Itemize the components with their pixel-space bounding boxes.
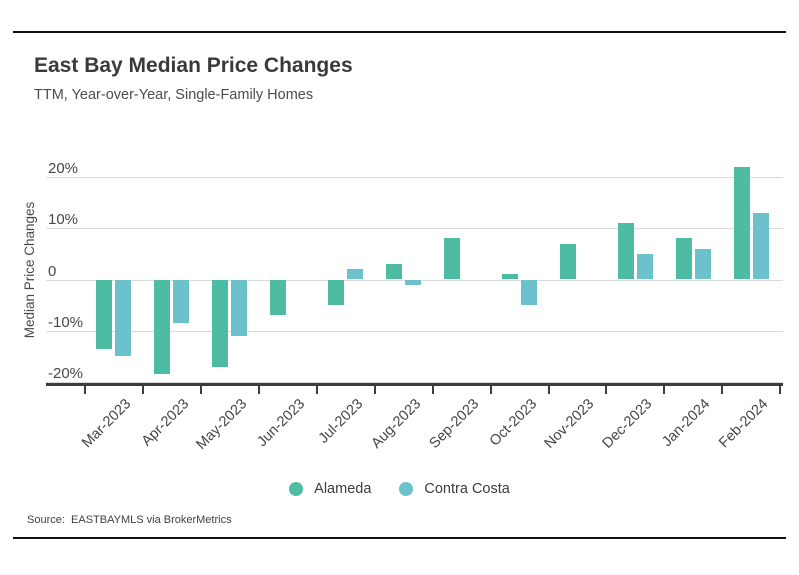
- y-axis-tick-label: 10%: [48, 211, 79, 229]
- bar-contra-costa-Jan-2024: [694, 248, 711, 280]
- x-axis-tick: [315, 383, 318, 394]
- bar-alameda-Mar-2023: [96, 279, 113, 349]
- x-axis-tick: [257, 383, 260, 394]
- bar-contra-costa-Feb-2024: [752, 212, 769, 280]
- chart-legend: Alameda Contra Costa: [0, 481, 799, 497]
- bar-contra-costa-Oct-2023: [521, 279, 538, 306]
- legend-label: Contra Costa: [424, 481, 510, 497]
- bar-alameda-Dec-2023: [617, 223, 634, 280]
- legend-label: Alameda: [314, 481, 372, 497]
- bar-alameda-May-2023: [212, 279, 229, 367]
- legend-swatch-circle: [289, 482, 304, 496]
- top-divider: [13, 31, 786, 33]
- bar-contra-costa-May-2023: [231, 279, 248, 336]
- bar-contra-costa-Aug-2023: [405, 279, 422, 285]
- chart-subtitle: TTM, Year-over-Year, Single-Family Homes: [34, 87, 314, 103]
- x-axis-tick: [721, 383, 724, 394]
- y-axis-tick-label: -20%: [48, 365, 84, 383]
- bar-alameda-Nov-2023: [559, 243, 576, 280]
- gridline-10%: [46, 228, 783, 230]
- bar-contra-costa-Dec-2023: [636, 253, 653, 280]
- legend-item-contra-costa: Contra Costa: [399, 481, 510, 497]
- bar-contra-costa-Jul-2023: [347, 269, 364, 280]
- bottom-divider: [13, 537, 786, 539]
- bar-alameda-Apr-2023: [154, 279, 171, 375]
- legend-swatch-circle: [399, 482, 414, 496]
- x-axis-tick: [199, 383, 202, 394]
- y-axis-tick-label: 20%: [48, 159, 79, 177]
- bar-alameda-Oct-2023: [502, 274, 519, 280]
- y-axis-tick-label: -10%: [48, 313, 84, 331]
- bar-alameda-Aug-2023: [386, 264, 403, 280]
- x-axis-tick: [431, 383, 434, 394]
- x-axis-tick: [663, 383, 666, 394]
- y-axis-tick-label: 0: [48, 262, 57, 280]
- bar-alameda-Jun-2023: [270, 279, 287, 316]
- bar-alameda-Feb-2024: [733, 166, 750, 280]
- chart-title: East Bay Median Price Changes: [34, 54, 353, 77]
- source-note: Source: EASTBAYMLS via BrokerMetrics: [27, 514, 232, 526]
- bar-alameda-Jan-2024: [675, 238, 692, 280]
- x-axis-line: [46, 383, 783, 386]
- x-axis-tick: [779, 383, 782, 394]
- bar-alameda-Sep-2023: [444, 238, 461, 280]
- x-axis-tick: [547, 383, 550, 394]
- bar-contra-costa-Mar-2023: [115, 279, 132, 357]
- bar-contra-costa-Apr-2023: [173, 279, 190, 324]
- bar-alameda-Jul-2023: [328, 279, 345, 306]
- legend-item-alameda: Alameda: [289, 481, 371, 497]
- gridline--20%: [46, 382, 783, 384]
- x-axis-tick: [84, 383, 86, 394]
- x-axis-tick: [373, 383, 376, 394]
- gridline--10%: [46, 330, 783, 332]
- y-axis-title: Median Price Changes: [22, 201, 37, 339]
- x-axis-tick: [141, 383, 144, 394]
- x-axis-tick: [489, 383, 492, 394]
- gridline-20%: [46, 176, 783, 178]
- x-axis-tick: [605, 383, 608, 394]
